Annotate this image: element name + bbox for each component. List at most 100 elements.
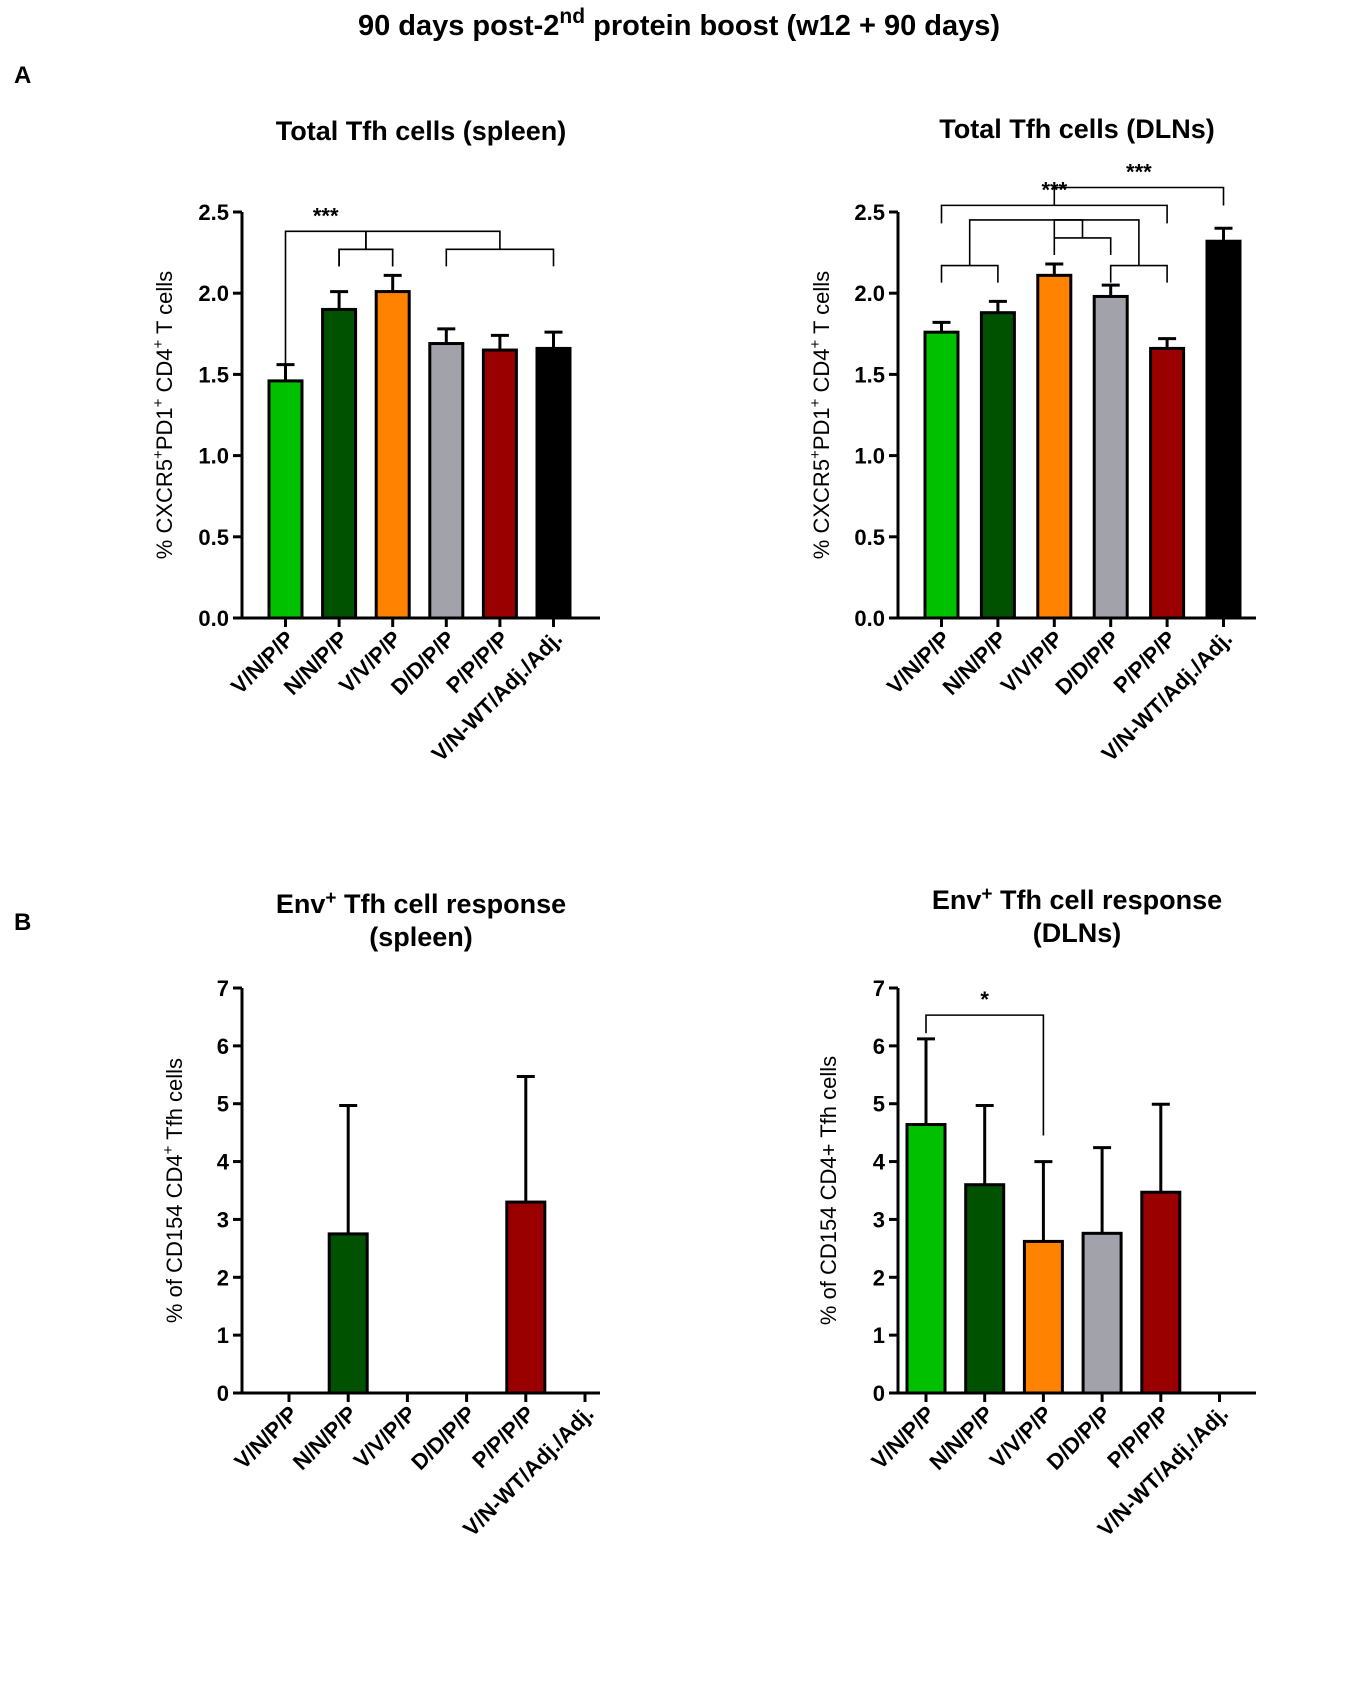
y-axis-label: % CXCR5+PD1+ CD4+ T cells [150, 271, 177, 559]
text-run: % of CD154 CD4 [162, 1154, 187, 1323]
y-tick-label: 0.5 [854, 525, 885, 550]
significance-label: *** [1126, 160, 1152, 185]
y-tick-label: 1 [873, 1323, 885, 1348]
significance-bracket [1053, 186, 1225, 206]
y-tick-label: 5 [873, 1092, 885, 1117]
text-run: Tfh cell response [993, 885, 1223, 915]
text-run: Env [932, 885, 982, 915]
text-run: Tfh cell response [337, 889, 567, 919]
significance-bracket [365, 230, 501, 250]
superscript: + [325, 888, 336, 909]
y-tick-label: 2 [873, 1265, 885, 1290]
chart-2: Total Tfh cells (DLNs) % CXCR5+PD1+ CD4+ … [807, 114, 1256, 766]
superscript: + [807, 339, 824, 348]
significance-bracket [1053, 237, 1112, 255]
chart-title: Total Tfh cells (spleen) [276, 116, 567, 146]
y-tick-label: 3 [873, 1207, 885, 1232]
text-run: Env [276, 889, 326, 919]
figure-title-text-end: protein boost (w12 + 90 days) [585, 10, 1000, 42]
superscript: + [981, 884, 992, 905]
bar [1081, 1231, 1123, 1395]
y-tick-label: 4 [217, 1150, 230, 1175]
y-tick-label: 7 [217, 976, 229, 1001]
panel-label-a: A [14, 62, 31, 89]
y-tick-label: 0 [873, 1381, 885, 1406]
text-run: PD1 [809, 407, 834, 450]
text-run: T cells [809, 271, 834, 340]
y-tick-label: 2.5 [854, 200, 885, 225]
significance-bracket [968, 219, 1084, 266]
text-run: Total Tfh cells (spleen) [276, 116, 567, 146]
y-axis-label: % of CD154 CD4+ Tfh cells [816, 1056, 841, 1325]
bar [535, 346, 572, 620]
superscript: + [807, 398, 824, 407]
significance-bracket [338, 248, 394, 267]
y-tick-label: 1.0 [198, 444, 229, 469]
superscript: + [160, 1145, 177, 1154]
significance-bracket [940, 264, 999, 283]
figure-title-superscript: nd [559, 5, 585, 28]
bar [267, 379, 304, 620]
x-tick-label: D/D/P/P [1042, 1401, 1116, 1475]
bar [321, 307, 358, 620]
y-tick-label: 0.5 [198, 525, 229, 550]
x-tick-label: V/N/P/P [230, 1401, 303, 1474]
y-tick-label: 1.5 [854, 362, 885, 387]
bar [1205, 239, 1242, 620]
significance-bracket [1053, 219, 1140, 266]
y-tick-label: 7 [873, 976, 885, 1001]
bar [1149, 346, 1186, 620]
figure-title-text: 90 days post-2 [358, 10, 559, 42]
bar [1092, 294, 1129, 620]
y-tick-label: 3 [217, 1207, 229, 1232]
y-tick-label: 2.0 [198, 281, 229, 306]
text-run: % CXCR5 [152, 459, 177, 559]
bar [428, 342, 465, 620]
bar [505, 1200, 547, 1395]
figure-title: 90 days post-2nd protein boost (w12 + 90… [358, 5, 1000, 42]
x-tick-label: N/N/P/P [938, 626, 1012, 700]
bar [1036, 273, 1073, 620]
chart-1: Total Tfh cells (spleen)% CXCR5+PD1+ CD4… [150, 116, 600, 766]
y-tick-label: 2 [217, 1265, 229, 1290]
significance-bracket [925, 1014, 1045, 1136]
text-run: (DLNs) [1033, 918, 1122, 948]
significance-bracket [338, 248, 394, 267]
y-axis-label: % of CD154 CD4+ Tfh cells [160, 1058, 187, 1323]
text-run: T cells [152, 271, 177, 340]
significance-label: *** [313, 203, 339, 228]
x-tick-label: D/D/P/P [1050, 626, 1124, 700]
y-tick-label: 6 [873, 1034, 885, 1059]
text-run: Tfh cells [162, 1058, 187, 1146]
bar [1022, 1239, 1064, 1395]
text-run: CD4 [152, 348, 177, 398]
chart-title: (DLNs) [1033, 918, 1122, 948]
charts-layer: Total Tfh cells (spleen)% CXCR5+PD1+ CD4… [150, 114, 1256, 1541]
bar [327, 1232, 369, 1395]
y-tick-label: 1 [217, 1323, 229, 1348]
chart-4: Env+ Tfh cell response(DLNs) % of CD154 C… [816, 884, 1256, 1541]
y-tick-label: 5 [217, 1092, 229, 1117]
y-axis-label: % CXCR5+PD1+ CD4+ T cells [807, 271, 834, 559]
superscript: + [807, 450, 824, 459]
y-tick-label: 1.0 [854, 444, 885, 469]
chart-3: Env+ Tfh cell response(spleen)% of CD154… [160, 888, 600, 1541]
text-run: % of CD154 CD4+ Tfh cells [816, 1056, 841, 1325]
significance-bracket [1109, 264, 1168, 283]
text-run: % CXCR5 [809, 459, 834, 559]
y-tick-label: 2.0 [854, 281, 885, 306]
y-tick-label: 6 [217, 1034, 229, 1059]
superscript: + [150, 339, 167, 348]
y-tick-label: 0.0 [854, 606, 885, 631]
y-tick-label: 4 [873, 1150, 886, 1175]
superscript: + [150, 398, 167, 407]
y-tick-label: 1.5 [198, 362, 229, 387]
y-tick-label: 2.5 [198, 200, 229, 225]
x-tick-label: D/D/P/P [406, 1401, 480, 1475]
x-tick-label: V/N/P/P [867, 1401, 940, 1474]
bar [964, 1183, 1006, 1395]
bar [1140, 1190, 1182, 1395]
chart-title: Env+ Tfh cell response [276, 888, 566, 919]
panel-label-b: B [14, 909, 31, 936]
